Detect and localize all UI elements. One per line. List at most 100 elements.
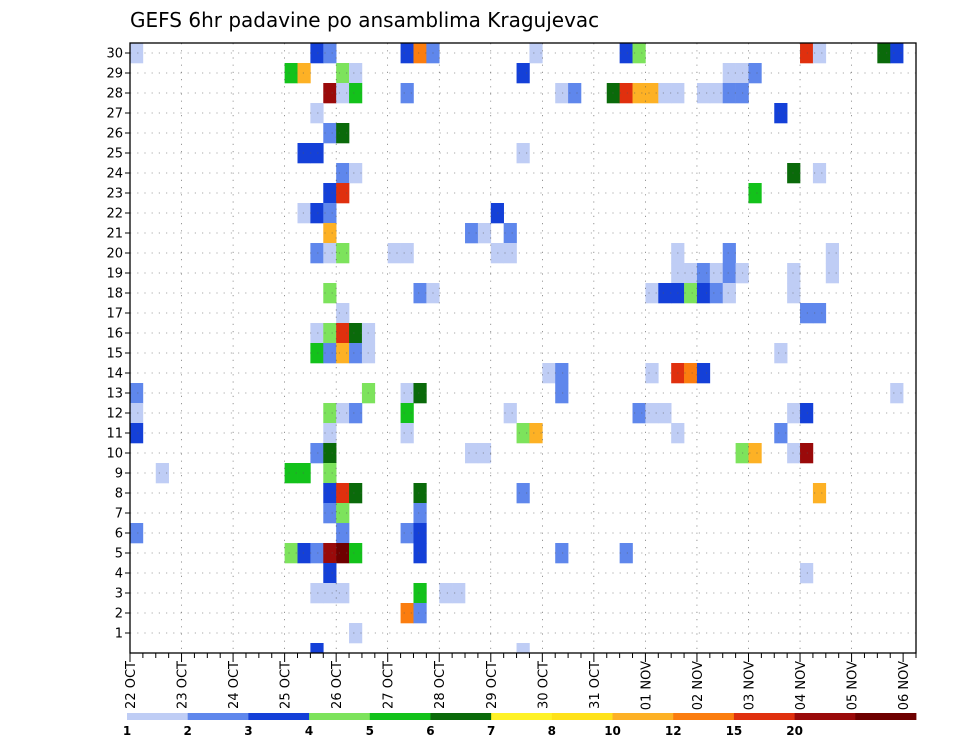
heatmap-cell	[349, 543, 363, 564]
heatmap-cell	[619, 43, 633, 64]
y-tick-label: 7	[115, 507, 123, 522]
y-tick-label: 20	[106, 247, 123, 262]
heatmap-cell	[310, 203, 324, 224]
heatmap-cell	[336, 343, 350, 364]
y-tick-label: 12	[106, 407, 123, 422]
heatmap-cell	[658, 283, 672, 304]
colorbar-swatch	[127, 713, 189, 720]
grid-lines	[130, 43, 916, 653]
heatmap-cell	[452, 583, 466, 604]
x-tick-label: 25 OCT	[279, 661, 294, 709]
y-tick-label: 18	[106, 287, 123, 302]
heatmap-cell	[890, 43, 904, 64]
heatmap-cell	[349, 623, 363, 644]
y-tick-label: 14	[106, 367, 123, 382]
heatmap-cell	[349, 403, 363, 424]
heatmap-cell	[748, 443, 762, 464]
heatmap-cell	[722, 83, 736, 104]
y-tick-label: 30	[106, 47, 123, 62]
heatmap-cell	[413, 543, 427, 564]
colorbar-label: 2	[184, 724, 192, 738]
heatmap-cell	[323, 423, 337, 444]
colorbar-swatch	[855, 713, 917, 720]
heatmap-cell	[400, 243, 414, 264]
heatmap-cell	[465, 443, 479, 464]
heatmap-cell	[297, 143, 311, 164]
heatmap-cell	[413, 43, 427, 64]
heatmap-cell	[310, 443, 324, 464]
x-tick-label: 06 NOV	[897, 661, 912, 710]
heatmap-cell	[516, 483, 530, 504]
x-axis-ticks: 22 OCT 23 OCT 24 OCT 25 OCT 26 OCT 27 OCT 28 O…	[124, 653, 917, 710]
heatmap-cell	[439, 583, 453, 604]
heatmap-cell	[658, 83, 672, 104]
heatmap-cell	[684, 263, 698, 284]
heatmap-cell	[555, 363, 569, 384]
colorbar-label: 4	[305, 724, 313, 738]
colorbar-label: 5	[366, 724, 374, 738]
heatmap-cell	[825, 263, 839, 284]
heatmap-cell	[812, 303, 827, 324]
heatmap-cell	[297, 463, 311, 484]
heatmap-cell	[774, 423, 788, 444]
heatmap-cell	[787, 263, 801, 284]
heatmap-cell	[349, 343, 363, 364]
y-tick-label: 25	[106, 147, 123, 162]
heatmap-cell	[130, 523, 144, 544]
heatmap-cell	[284, 463, 298, 484]
heatmap-cell	[658, 403, 672, 424]
heatmap-cell	[284, 63, 298, 84]
y-tick-label: 9	[115, 467, 123, 482]
heatmap-cell	[568, 83, 582, 104]
x-tick-label: 04 NOV	[794, 661, 809, 710]
heatmap-cell	[477, 443, 492, 464]
heatmap-cell	[310, 643, 324, 654]
heatmap-cell	[413, 523, 427, 544]
y-tick-label: 23	[106, 187, 123, 202]
heatmap-cell	[722, 63, 736, 84]
y-tick-label: 4	[115, 567, 123, 582]
heatmap-cell	[297, 203, 311, 224]
heatmap-cell	[284, 543, 298, 564]
y-tick-label: 15	[106, 347, 123, 362]
heatmap-cell	[323, 83, 337, 104]
x-tick-label: 23 OCT	[176, 661, 191, 709]
heatmap-cell	[310, 583, 324, 604]
heatmap-cell	[503, 223, 517, 244]
y-tick-label: 16	[106, 327, 123, 342]
heatmap-cell	[684, 283, 698, 304]
y-tick-label: 11	[106, 427, 123, 442]
heatmap-cell	[413, 583, 427, 604]
heatmap-cell	[400, 383, 414, 404]
heatmap-cell	[477, 223, 492, 244]
colorbar-label: 7	[487, 724, 495, 738]
heatmap-cell	[684, 363, 698, 384]
heatmap-cell	[812, 43, 827, 64]
heatmap-cell	[349, 163, 363, 184]
colorbar-swatch	[248, 713, 310, 720]
heatmap-cell	[323, 583, 337, 604]
y-tick-label: 19	[106, 267, 123, 282]
heatmap-cell	[336, 123, 350, 144]
heatmap-cell	[516, 423, 530, 444]
heatmap-cell	[349, 323, 363, 344]
colorbar-swatch	[430, 713, 492, 720]
x-tick-label: 03 NOV	[742, 661, 757, 710]
heatmap-cell	[310, 543, 324, 564]
colorbar-label: 3	[244, 724, 252, 738]
heatmap-cell	[632, 43, 646, 64]
heatmap-cell	[400, 403, 414, 424]
heatmap-cell	[400, 43, 414, 64]
heatmap-cell	[413, 383, 427, 404]
colorbar-swatch	[491, 713, 553, 720]
y-axis-ticks: 1234567891011121314151617181920212223242…	[106, 47, 130, 642]
heatmap-cell	[890, 383, 904, 404]
heatmap-cell	[323, 343, 337, 364]
heatmap-cell	[336, 163, 350, 184]
heatmap-cell	[336, 183, 350, 204]
colorbar-label: 1	[123, 724, 131, 738]
heatmap-cell	[336, 303, 350, 324]
x-tick-label: 28 OCT	[433, 661, 448, 709]
x-tick-label: 02 NOV	[691, 661, 706, 710]
